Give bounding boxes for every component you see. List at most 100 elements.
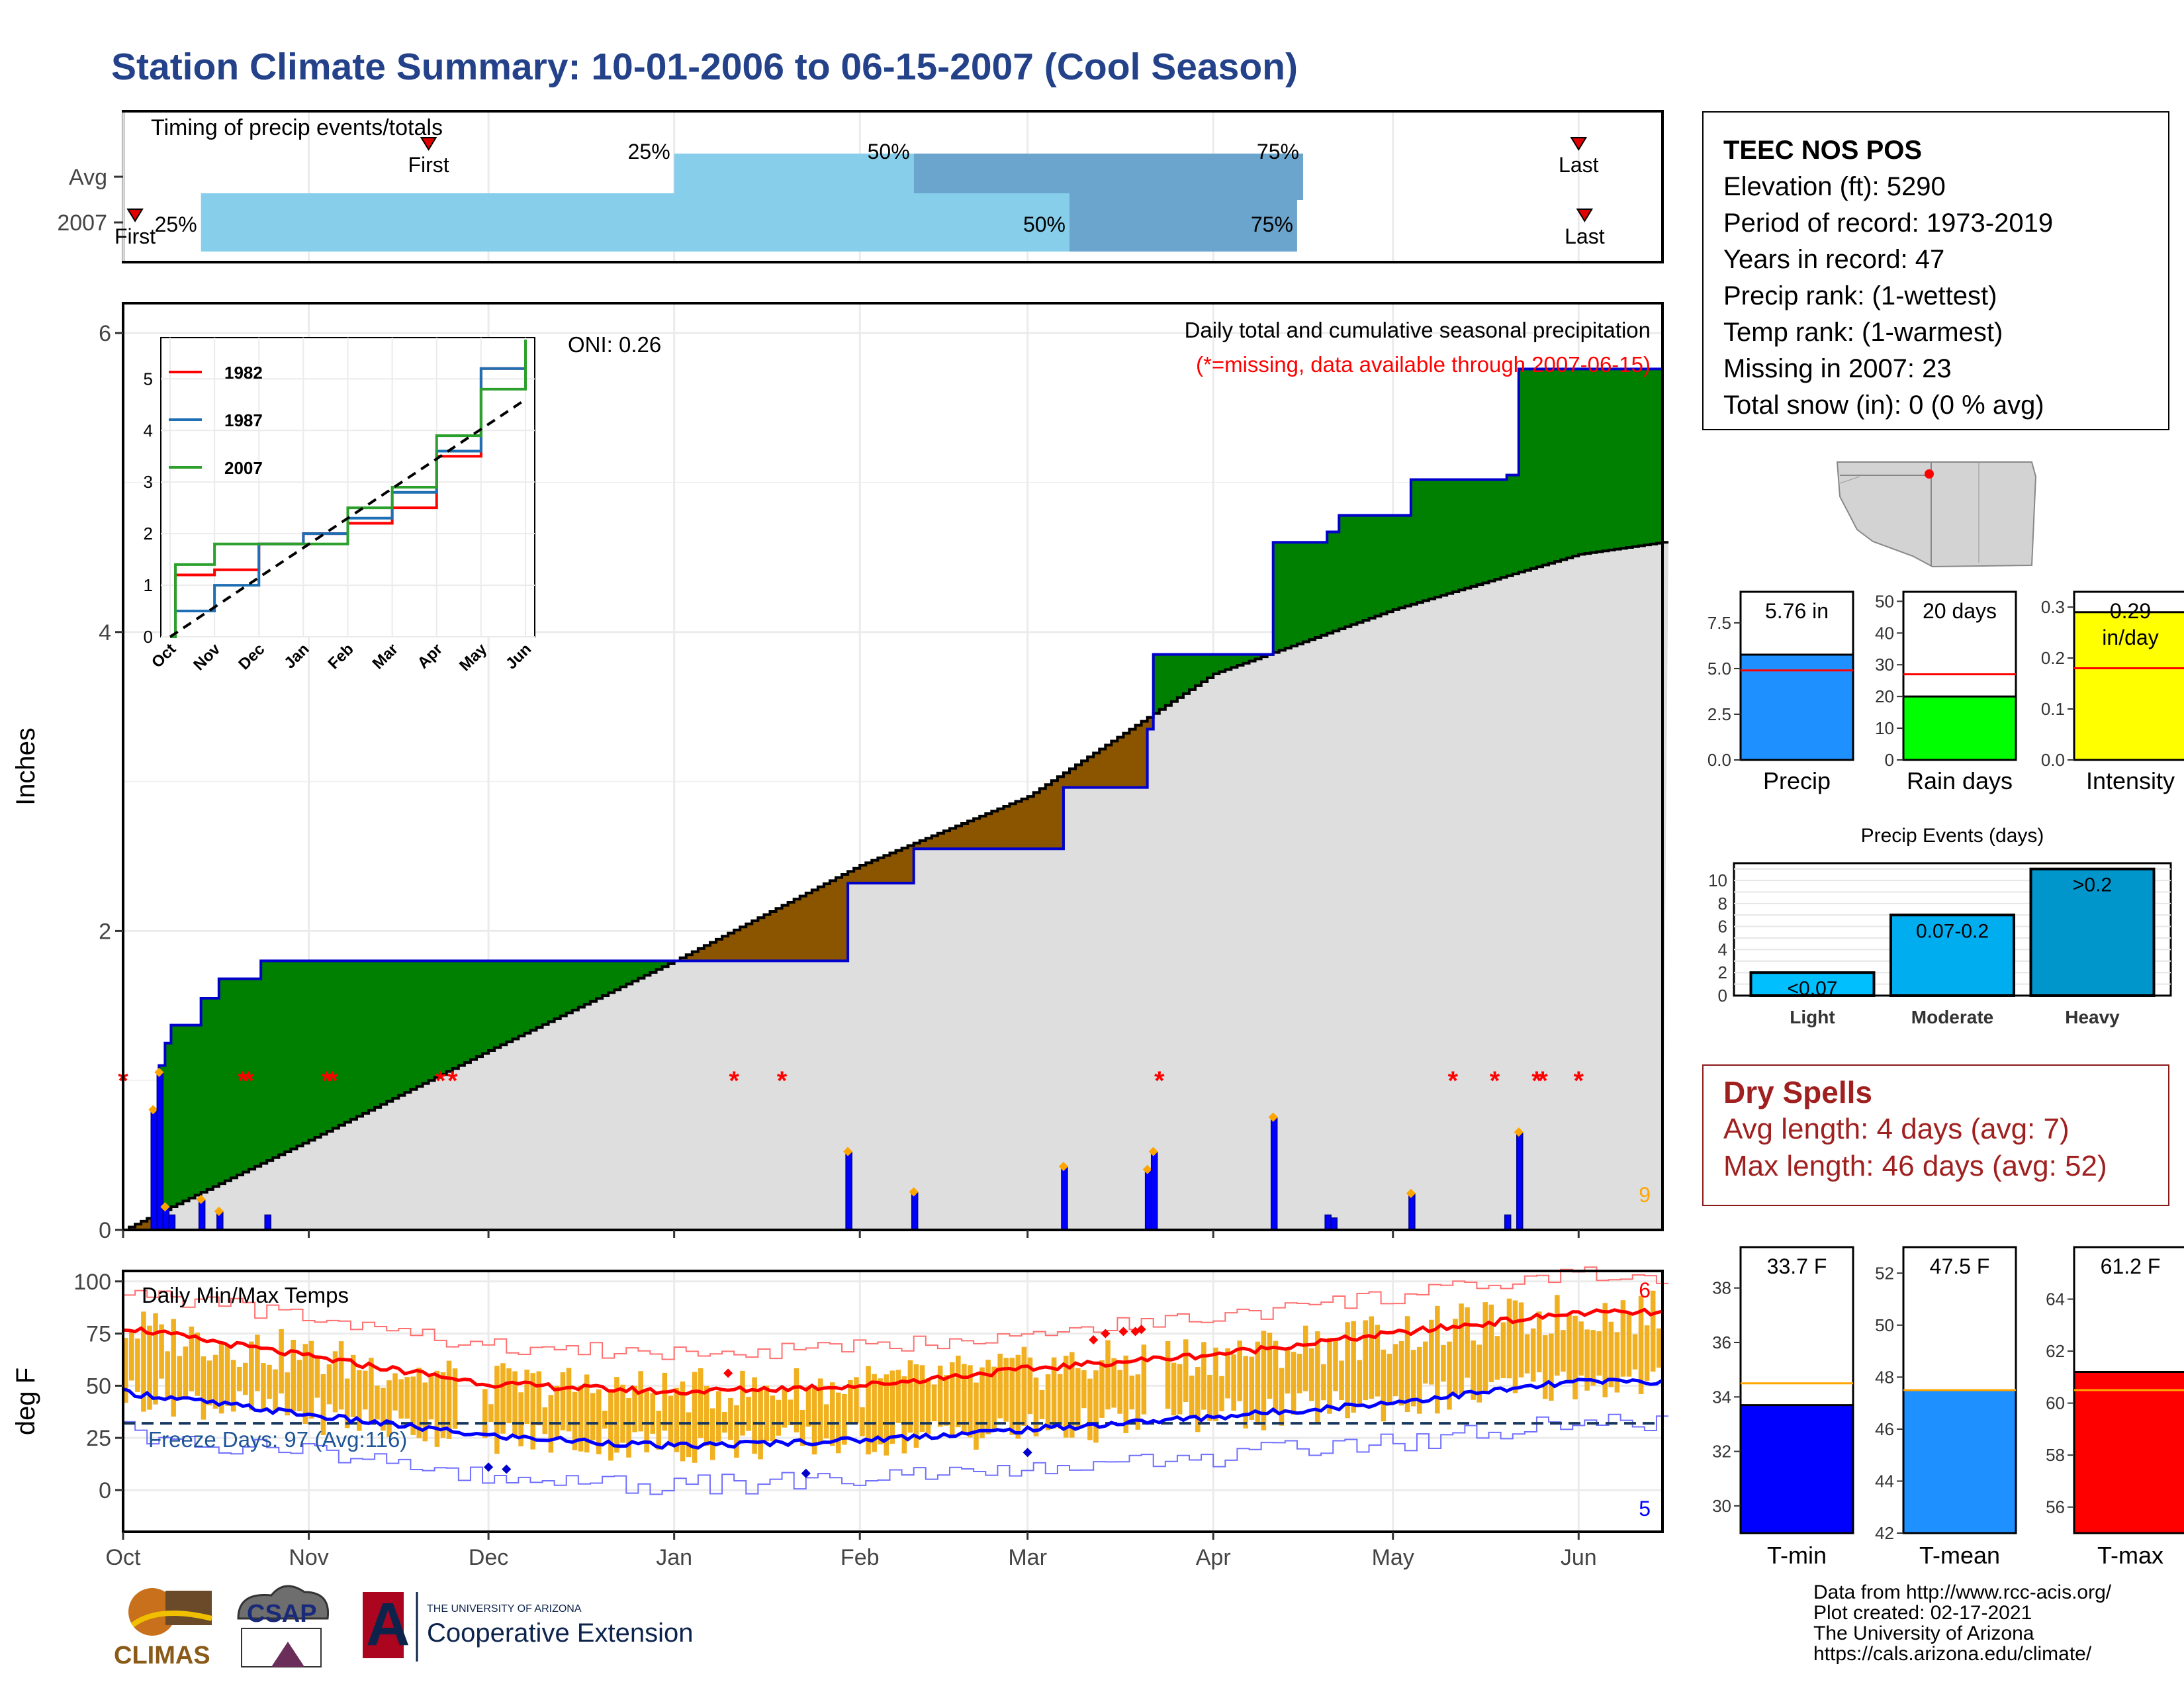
daily-temp-bar (249, 1341, 254, 1411)
mini-bar-tick: 50 (1875, 1315, 1894, 1335)
above-normal-fill (602, 961, 609, 996)
below-normal-fill (1141, 721, 1148, 788)
timing-p75: 75% (1251, 212, 1293, 236)
daily-temp-bar (1638, 1295, 1644, 1394)
precip-events-chart: Precip Events (days) 0 2 46 8 10 <0.07 Light 0.0… (1708, 825, 2172, 1027)
inset-y-tick: 2 (144, 524, 153, 543)
below-normal-fill (1057, 776, 1064, 849)
daily-temp-bar (572, 1391, 578, 1450)
above-normal-fill (428, 961, 435, 1081)
month-label: Jun (1561, 1545, 1597, 1570)
above-normal-fill (548, 961, 555, 1022)
daily-temp-bar (518, 1392, 523, 1446)
below-normal-fill (949, 828, 956, 849)
y-tick-label: 4 (99, 620, 111, 645)
below-normal-fill (872, 860, 878, 884)
timing-last-marker (1576, 209, 1594, 222)
daily-temp-bar (842, 1393, 847, 1445)
daily-temp-bar (1494, 1336, 1500, 1380)
record-high-marker (1089, 1335, 1099, 1345)
mini-bar-tick: 38 (1712, 1278, 1731, 1298)
above-normal-fill (1273, 542, 1280, 653)
daily-temp-bar (1219, 1376, 1224, 1411)
below-normal-fill (1135, 725, 1142, 788)
above-normal-fill (422, 961, 430, 1084)
daily-precip-bar (162, 1207, 170, 1231)
above-normal-fill (1410, 479, 1418, 604)
above-normal-fill (249, 978, 255, 1170)
svg-text:A: A (366, 1591, 410, 1658)
timing-bar-25-50 (201, 193, 1069, 252)
daily-temp-bar (854, 1377, 859, 1424)
record-low-line (123, 1413, 1669, 1495)
below-normal-fill (147, 1218, 154, 1230)
daily-temp-bar (734, 1405, 739, 1458)
daily-temp-bar (811, 1387, 817, 1455)
above-normal-fill (1590, 369, 1598, 553)
daily-temp-bar (650, 1393, 656, 1434)
daily-temp-bar (159, 1324, 164, 1379)
above-normal-fill (1608, 369, 1615, 550)
above-normal-fill (195, 1025, 202, 1196)
below-normal-fill (854, 868, 860, 884)
daily-temp-bar (1309, 1348, 1314, 1401)
below-normal-fill (860, 865, 866, 884)
above-normal-fill (1536, 369, 1543, 567)
daily-temp-bar (1297, 1354, 1302, 1393)
above-normal-fill (1542, 369, 1549, 565)
missing-day-marker: * (238, 1066, 248, 1096)
mini-bar-tick: 0.1 (2041, 699, 2065, 719)
daily-temp-bar (962, 1364, 967, 1434)
credit-line: https://cals.arizona.edu/climate/ (1813, 1643, 2092, 1665)
record-high-count: 6 (1639, 1278, 1651, 1302)
above-normal-fill (626, 961, 633, 984)
above-normal-fill (189, 1025, 196, 1198)
daily-temp-bar (1135, 1374, 1141, 1430)
timing-bar-50-75 (913, 154, 1303, 200)
mini-bar-tick: 2.5 (1707, 704, 1731, 724)
daily-temp-bar (1105, 1340, 1111, 1410)
daily-temp-bar (212, 1354, 218, 1409)
mini-bar-label: Rain days (1907, 767, 2013, 794)
svg-text:CSAP: CSAP (247, 1600, 317, 1628)
timing-p75: 75% (1257, 140, 1299, 164)
below-normal-fill (1105, 745, 1112, 788)
mini-bar-value: 5.76 in (1765, 599, 1829, 623)
below-normal-fill (770, 911, 777, 961)
above-normal-fill (518, 961, 525, 1037)
daily-temp-bar (1261, 1331, 1267, 1430)
daily-temp-bar (913, 1364, 919, 1448)
daily-temp-bar (686, 1412, 692, 1458)
daily-temp-bar (350, 1354, 356, 1417)
daily-precip-bar (1330, 1217, 1338, 1231)
above-normal-fill (1500, 479, 1508, 578)
above-normal-fill (1459, 479, 1465, 590)
mini-bar-tick: 30 (1712, 1496, 1731, 1516)
daily-temp-bar (1273, 1340, 1279, 1413)
mini-bar-value: 33.7 F (1767, 1254, 1827, 1278)
daily-temp-bar (709, 1408, 715, 1460)
missing-day-marker: * (1537, 1066, 1548, 1096)
daily-temp-bar (1327, 1337, 1332, 1414)
events-title: Precip Events (days) (1861, 825, 2044, 847)
missing-day-marker: * (1531, 1066, 1542, 1096)
mini-bar-tick: 48 (1875, 1367, 1894, 1387)
daily-temp-bar (1123, 1355, 1128, 1433)
above-normal-fill (542, 961, 549, 1025)
record-high-line (123, 1266, 1669, 1360)
above-normal-fill (267, 961, 273, 1161)
above-normal-fill (1171, 654, 1178, 702)
below-normal-fill (991, 811, 998, 849)
mini-bar (1739, 653, 1854, 761)
daily-temp-bar (422, 1382, 428, 1442)
below-normal-fill (925, 838, 933, 849)
mini-bar-tick: 36 (1712, 1333, 1731, 1352)
svg-text:Cooperative Extension: Cooperative Extension (427, 1618, 693, 1648)
daily-temp-bar (1267, 1333, 1273, 1399)
above-normal-fill (584, 961, 591, 1005)
above-normal-fill (369, 961, 375, 1111)
above-normal-fill (1614, 369, 1621, 549)
daily-temp-bar (614, 1377, 619, 1453)
daily-temp-bar (889, 1370, 895, 1444)
